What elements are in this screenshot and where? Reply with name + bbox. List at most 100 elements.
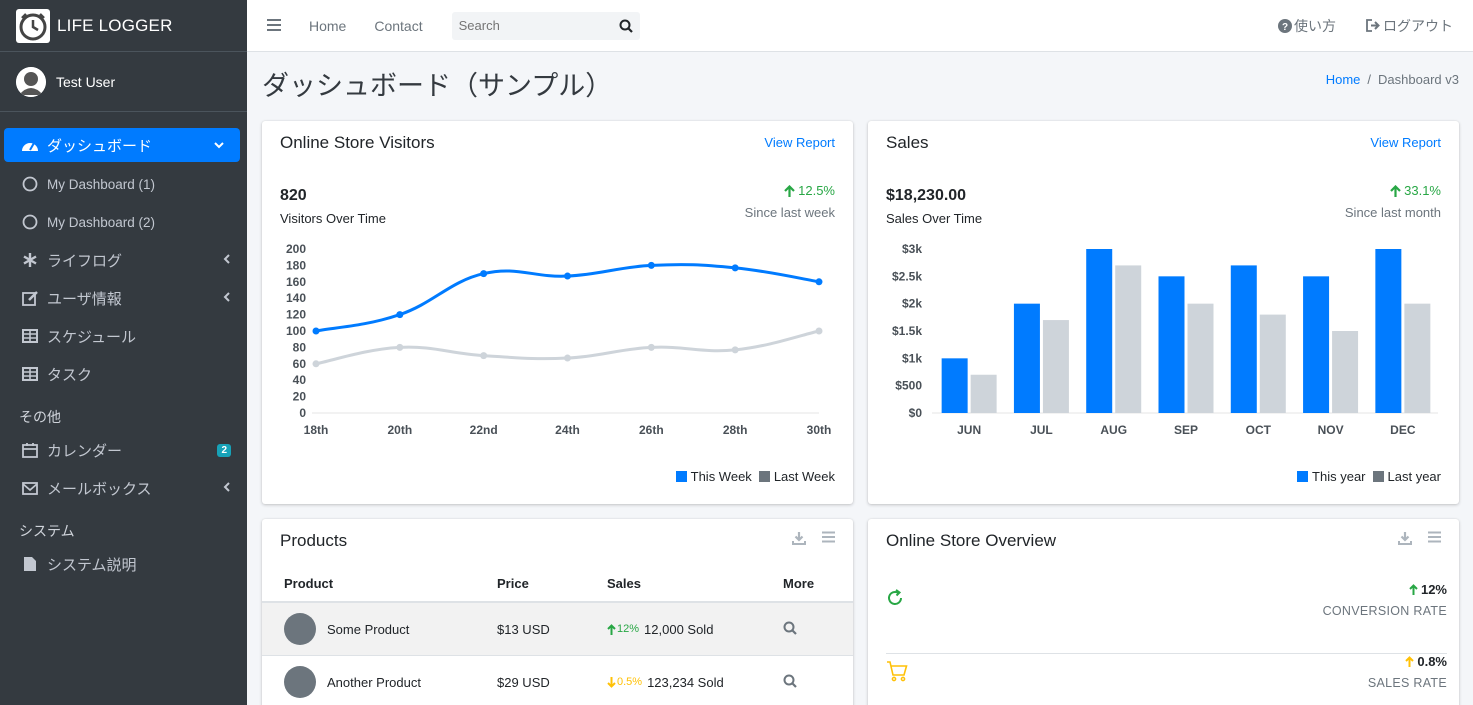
products-table: Product Price Sales More Some Product $1…: [262, 565, 853, 705]
user-panel[interactable]: Test User: [0, 52, 247, 112]
nav-home-link[interactable]: Home: [309, 17, 347, 34]
sidebar-item-lifelog[interactable]: ライフログ: [0, 241, 247, 279]
svg-text:?: ?: [1282, 22, 1288, 33]
x-tick-label: JUN: [957, 423, 981, 437]
overview-card-title: Online Store Overview: [886, 531, 1057, 550]
bar-this-year: [1303, 276, 1330, 413]
sidebar-item-label: ダッシュボード: [47, 137, 153, 155]
product-price: $13 USD: [497, 621, 550, 637]
search-icon[interactable]: [783, 621, 843, 638]
sales-view-report-link[interactable]: View Report: [1370, 135, 1441, 150]
hamburger-menu-icon[interactable]: [267, 18, 281, 34]
visitors-line-chart: 0 20 40 60 80 100 120 140 160 180 200 18th 20th 22nd 2…: [286, 242, 831, 437]
y-tick-label: 140: [286, 291, 306, 305]
sales-change-label: Since last month: [1344, 205, 1441, 220]
download-icon[interactable]: [792, 531, 806, 545]
data-point: [312, 360, 320, 368]
search-icon[interactable]: [783, 674, 843, 691]
question-circle-icon: ?: [1278, 18, 1292, 33]
visitors-card: Online Store Visitors View Report 820 Vi…: [262, 121, 853, 504]
legend-this-year[interactable]: This year: [1297, 469, 1366, 484]
x-tick-label: DEC: [1390, 423, 1416, 437]
help-link[interactable]: ? 使い方: [1278, 16, 1336, 36]
data-point: [564, 272, 571, 280]
sidebar-item-label: タスク: [47, 366, 93, 384]
edit-icon: [20, 290, 40, 306]
breadcrumb-home-link[interactable]: Home: [1325, 72, 1361, 87]
x-tick-label: OCT: [1246, 423, 1272, 437]
header-price: Price: [497, 575, 529, 591]
x-tick-label: 26th: [639, 423, 664, 437]
visitors-view-report-link[interactable]: View Report: [764, 135, 835, 150]
y-tick-label: 160: [286, 275, 306, 289]
overview-card: Online Store Overview 12% CONVERSION RAT…: [868, 519, 1459, 705]
x-tick-label: NOV: [1318, 423, 1344, 437]
table-icon: [20, 367, 40, 381]
data-point: [564, 354, 571, 362]
y-tick-label: $2k: [902, 297, 922, 311]
conversion-rate-value: 12%: [1409, 582, 1447, 597]
bars-icon[interactable]: [1428, 531, 1441, 543]
brand-link[interactable]: LIFE LOGGER: [0, 0, 247, 52]
legend-last-year[interactable]: Last year: [1372, 469, 1441, 484]
product-sold: 123,234 Sold: [647, 674, 724, 690]
sales-value: $18,230.00: [886, 187, 967, 204]
legend-last-week[interactable]: Last Week: [758, 469, 835, 484]
products-card-title: Products: [280, 531, 348, 550]
visitors-change-value: 12.5%: [798, 183, 835, 198]
x-tick-label: 22nd: [470, 423, 498, 437]
bar-last-year: [1332, 331, 1359, 413]
sidebar: LIFE LOGGER Test User ダッシュボード My Dashboa…: [0, 0, 247, 705]
refresh-icon: [888, 589, 902, 605]
tachometer-icon: [20, 138, 40, 152]
legend-label: Last year: [1387, 469, 1441, 484]
sidebar-item-system-info[interactable]: システム説明: [0, 545, 247, 583]
sidebar-item-task[interactable]: タスク: [0, 355, 247, 393]
legend-this-week[interactable]: This Week: [675, 469, 752, 484]
x-tick-label: AUG: [1100, 423, 1127, 437]
sidebar-item-schedule[interactable]: スケジュール: [0, 317, 247, 355]
change-value: 12%: [617, 623, 640, 635]
visitors-value: 820: [280, 187, 307, 204]
brand-name: LIFE LOGGER: [57, 15, 173, 35]
nav-header-other: その他: [19, 409, 61, 425]
bars-icon[interactable]: [822, 531, 835, 543]
arrow-up-icon: [1405, 656, 1415, 667]
download-icon[interactable]: [1398, 531, 1412, 545]
table-row: Another Product $29 USD 0.5% 123,234 Sol…: [262, 656, 853, 705]
sidebar-item-mailbox[interactable]: メールボックス: [0, 469, 247, 507]
arrow-up-icon: [607, 623, 616, 635]
sales-change-up: 12%: [607, 623, 639, 635]
search-input[interactable]: [451, 11, 612, 40]
sidebar-item-label: メールボックス: [47, 480, 152, 498]
sidebar-item-label: My Dashboard (1): [47, 176, 156, 192]
sidebar-item-label: システム説明: [47, 556, 137, 574]
data-point: [731, 264, 739, 272]
top-navbar: Home Contact ? 使い方 ログアウト: [247, 0, 1473, 52]
x-tick-label: SEP: [1174, 423, 1198, 437]
overview-tools: [1398, 531, 1441, 545]
sidebar-item-my-dashboard-2[interactable]: My Dashboard (2): [0, 203, 247, 241]
nav-contact-link[interactable]: Contact: [374, 17, 423, 34]
y-tick-label: 180: [286, 258, 306, 272]
data-point: [480, 352, 488, 360]
sidebar-item-dashboard[interactable]: ダッシュボード: [4, 128, 240, 162]
sales-legend: This year Last year: [1297, 469, 1441, 484]
sales-bar-chart: $0 $500 $1k $1.5k $2k $2.5k $3k JUN JUL AUG SEP OCT…: [892, 242, 1438, 437]
sales-value-label: Sales Over Time: [886, 211, 983, 226]
circle-icon: [20, 214, 40, 230]
sidebar-item-user-info[interactable]: ユーザ情報: [0, 279, 247, 317]
search-icon[interactable]: [612, 19, 640, 33]
bar-this-year: [1230, 265, 1257, 413]
sidebar-item-calendar[interactable]: カレンダー 2: [0, 431, 247, 469]
arrow-up-icon: [1390, 184, 1401, 197]
bar-last-year: [970, 374, 997, 413]
cart-icon: [887, 661, 908, 682]
y-tick-label: 20: [293, 390, 307, 404]
logout-link[interactable]: ログアウト: [1366, 16, 1453, 36]
bar-this-year: [1158, 276, 1185, 413]
sidebar-item-my-dashboard-1[interactable]: My Dashboard (1): [0, 165, 247, 203]
bar-this-year: [1013, 303, 1040, 413]
logout-label: ログアウト: [1383, 17, 1453, 34]
bar-last-year: [1187, 303, 1214, 413]
